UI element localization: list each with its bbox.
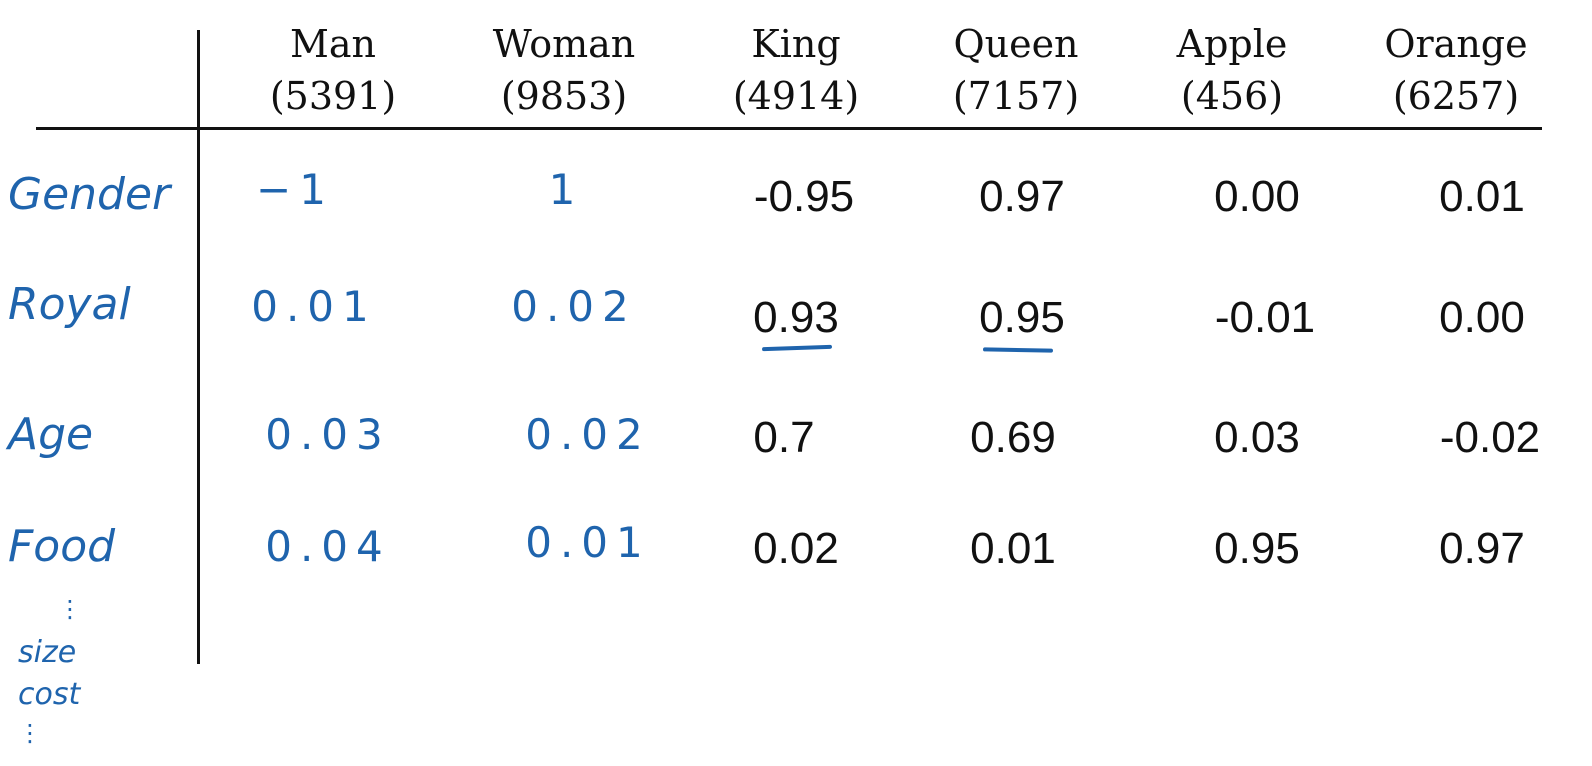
more-features-note: ⋮ — [18, 719, 42, 747]
underline-mark — [761, 344, 833, 352]
cell-food-apple: 0.95 — [1214, 524, 1300, 573]
cell-food-orange: 0.97 — [1439, 524, 1525, 573]
column-word: Queen — [953, 22, 1079, 66]
table-header-rule — [36, 127, 1542, 130]
cell-food-queen: 0.01 — [970, 524, 1056, 573]
cell-age-king: 0.7 — [753, 413, 815, 462]
cell-royal-king: 0.93 — [753, 293, 839, 342]
cell-food-man: 0.04 — [265, 522, 391, 571]
cell-royal-queen: 0.95 — [979, 293, 1065, 342]
cell-royal-orange: 0.00 — [1439, 293, 1525, 342]
column-header-apple: Apple (456) — [1132, 18, 1332, 122]
table-vertical-rule — [197, 30, 200, 664]
column-index: (5391) — [269, 74, 397, 118]
column-index: (9853) — [500, 74, 628, 118]
cell-gender-queen: 0.97 — [979, 172, 1065, 221]
row-label-royal: Royal — [8, 279, 131, 330]
row-label-gender: Gender — [8, 169, 171, 220]
cell-gender-man: −1 — [256, 165, 334, 214]
column-word: King — [751, 22, 841, 66]
row-label-age: Age — [8, 409, 94, 460]
column-index: (4914) — [732, 74, 860, 118]
column-index: (6257) — [1392, 74, 1520, 118]
column-header-woman: Woman (9853) — [464, 18, 664, 122]
row-label-food: Food — [8, 521, 116, 572]
cell-royal-apple: -0.01 — [1214, 293, 1316, 342]
cell-age-woman: 0.02 — [525, 410, 651, 459]
cell-age-orange: -0.02 — [1439, 413, 1541, 462]
cell-food-king: 0.02 — [753, 524, 839, 573]
column-word: Woman — [492, 22, 636, 66]
column-header-orange: Orange (6257) — [1356, 18, 1556, 122]
column-word: Apple — [1176, 22, 1288, 66]
cell-gender-woman: 1 — [548, 165, 584, 214]
cell-gender-orange: 0.01 — [1439, 172, 1525, 221]
cell-age-man: 0.03 — [265, 410, 391, 459]
cell-royal-woman: 0.02 — [511, 282, 637, 331]
cell-age-apple: 0.03 — [1214, 413, 1300, 462]
cell-food-woman: 0.01 — [525, 518, 651, 567]
cell-age-queen: 0.69 — [970, 413, 1056, 462]
column-index: (456) — [1180, 74, 1284, 118]
column-header-man: Man (5391) — [233, 18, 433, 122]
underline-mark — [982, 347, 1054, 353]
column-header-queen: Queen (7157) — [916, 18, 1116, 122]
size-note: size — [18, 635, 77, 670]
cell-gender-king: -0.95 — [753, 172, 855, 221]
ellipsis-note: ⋮ — [58, 595, 82, 623]
column-index: (7157) — [952, 74, 1080, 118]
column-header-king: King (4914) — [696, 18, 896, 122]
column-word: Orange — [1384, 22, 1528, 66]
cost-note: cost — [18, 677, 81, 712]
cell-royal-man: 0.01 — [251, 282, 377, 331]
cell-gender-apple: 0.00 — [1214, 172, 1300, 221]
column-word: Man — [289, 22, 377, 66]
